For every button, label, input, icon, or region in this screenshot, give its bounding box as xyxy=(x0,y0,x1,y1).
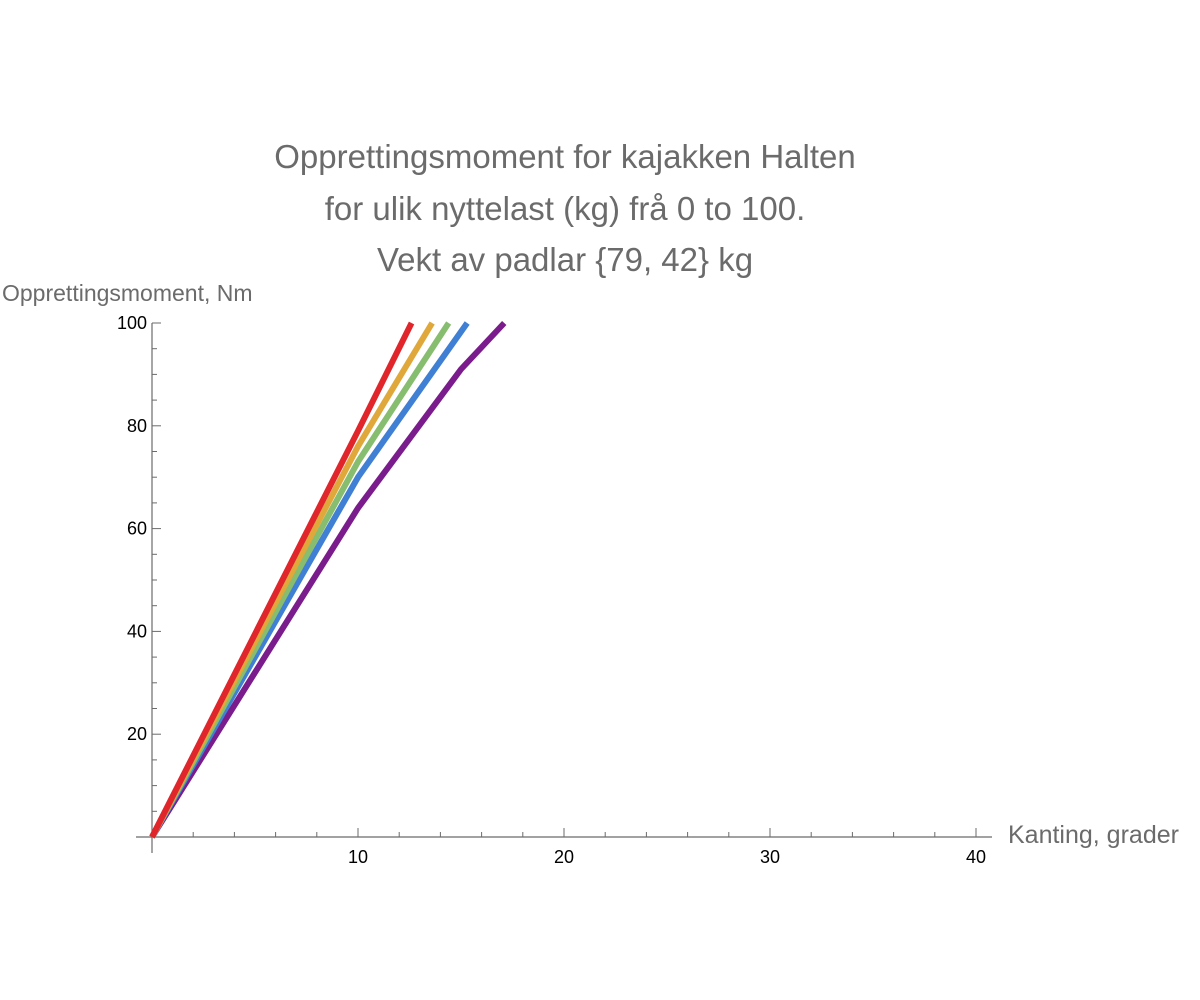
x-tick-label: 10 xyxy=(348,847,368,867)
chart-title-line-1: Opprettingsmoment for kajakken Halten xyxy=(274,138,856,175)
x-axis-label: Kanting, grader xyxy=(1008,821,1179,849)
x-tick-label: 40 xyxy=(966,847,986,867)
chart-title-line-3: Vekt av padlar {79, 42} kg xyxy=(376,241,754,278)
y-tick-label: 40 xyxy=(127,621,147,641)
y-tick-label: 60 xyxy=(127,519,147,539)
y-tick-label: 100 xyxy=(117,313,147,333)
x-tick-label: 30 xyxy=(760,847,780,867)
axes: 10 20 30 40 20 40 60 80 100 xyxy=(117,313,992,867)
chart-title-line-2: for ulik nyttelast (kg) frå 0 to 100. xyxy=(324,190,806,227)
y-axis-label: Opprettingsmoment, Nm xyxy=(2,280,253,306)
y-tick-label: 20 xyxy=(127,724,147,744)
series-line xyxy=(149,320,507,839)
y-tick-label: 80 xyxy=(127,416,147,436)
data-series xyxy=(149,320,507,839)
x-tick-label: 20 xyxy=(554,847,574,867)
series-line xyxy=(149,321,415,839)
